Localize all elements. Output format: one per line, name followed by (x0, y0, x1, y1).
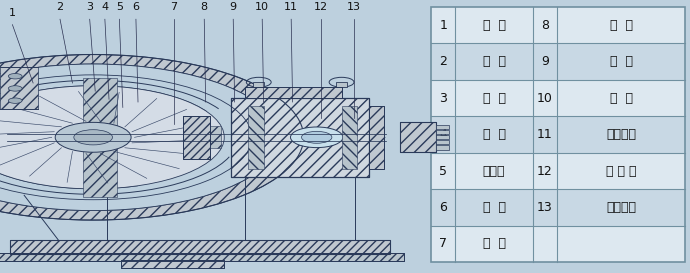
Circle shape (74, 130, 112, 145)
Text: 后  盖: 后 盖 (482, 92, 506, 105)
Bar (436, 145, 448, 150)
Circle shape (302, 131, 332, 143)
Polygon shape (0, 55, 304, 220)
Text: 4: 4 (101, 2, 108, 13)
Text: 6: 6 (132, 2, 139, 13)
Text: 5: 5 (440, 165, 447, 177)
Bar (369, 106, 384, 168)
Bar (121, 260, 224, 268)
Text: 5: 5 (116, 2, 123, 13)
Text: 1: 1 (440, 19, 447, 32)
Bar (210, 126, 221, 148)
Bar (436, 125, 448, 129)
Text: 6: 6 (440, 201, 447, 214)
Bar (436, 130, 448, 134)
Bar (121, 260, 224, 268)
Bar (436, 135, 448, 139)
Bar (183, 115, 210, 159)
Text: 7: 7 (440, 238, 447, 250)
Text: 支  架: 支 架 (482, 201, 506, 214)
Bar (0, 2, 424, 273)
Circle shape (0, 64, 279, 210)
Bar (10, 241, 390, 254)
Circle shape (0, 86, 224, 189)
Bar (0, 253, 404, 261)
Bar (342, 106, 357, 168)
Bar (431, 80, 685, 116)
Text: 轴  承: 轴 承 (609, 92, 633, 105)
Text: 8: 8 (201, 2, 208, 13)
Text: 密封件: 密封件 (483, 165, 505, 177)
Text: 12: 12 (537, 165, 553, 177)
Bar (431, 7, 685, 262)
Bar (431, 43, 685, 80)
Text: 11: 11 (537, 128, 553, 141)
Bar (369, 106, 384, 168)
Bar (253, 82, 264, 87)
Text: 吹紧螺栓: 吹紧螺栓 (606, 201, 636, 214)
Text: 油  镜: 油 镜 (609, 55, 633, 68)
Text: 压  盖: 压 盖 (482, 128, 506, 141)
Bar (431, 153, 685, 189)
Text: 8: 8 (541, 19, 549, 32)
Text: 1: 1 (9, 8, 16, 18)
Bar (0, 67, 38, 109)
Bar (431, 226, 685, 262)
Bar (431, 189, 685, 226)
Bar (336, 82, 347, 87)
Bar (83, 78, 117, 197)
Bar (0, 253, 404, 261)
Text: 10: 10 (537, 92, 553, 105)
Text: 7: 7 (170, 2, 177, 13)
Bar (183, 115, 210, 159)
Bar (248, 106, 264, 168)
Bar (10, 241, 390, 254)
Text: 13: 13 (347, 2, 361, 13)
Text: 叶  轮: 叶 轮 (482, 55, 506, 68)
Text: 3: 3 (86, 2, 93, 13)
Circle shape (8, 98, 22, 103)
Text: 13: 13 (537, 201, 553, 214)
Bar (245, 87, 342, 98)
Circle shape (8, 86, 22, 91)
Text: 9: 9 (230, 2, 237, 13)
Bar (231, 98, 369, 177)
Text: 11: 11 (284, 2, 298, 13)
Bar (431, 7, 685, 43)
Bar (400, 122, 436, 152)
Text: 9: 9 (541, 55, 549, 68)
Text: 联 轴 器: 联 轴 器 (606, 165, 636, 177)
Text: 10: 10 (255, 2, 269, 13)
Text: 油  盖: 油 盖 (609, 19, 633, 32)
Circle shape (55, 122, 131, 152)
Bar (436, 140, 448, 144)
Text: 4: 4 (440, 128, 447, 141)
Text: 3: 3 (440, 92, 447, 105)
Text: 轴承压盖: 轴承压盖 (606, 128, 636, 141)
Text: 泵  体: 泵 体 (482, 19, 506, 32)
Bar (431, 116, 685, 153)
Text: 泵  轴: 泵 轴 (482, 238, 506, 250)
Bar (231, 98, 369, 177)
Circle shape (290, 127, 343, 148)
Text: 2: 2 (440, 55, 447, 68)
Bar (245, 87, 342, 98)
Circle shape (8, 73, 22, 79)
Text: 12: 12 (314, 2, 328, 13)
Bar (400, 122, 436, 152)
Text: 2: 2 (57, 2, 63, 13)
